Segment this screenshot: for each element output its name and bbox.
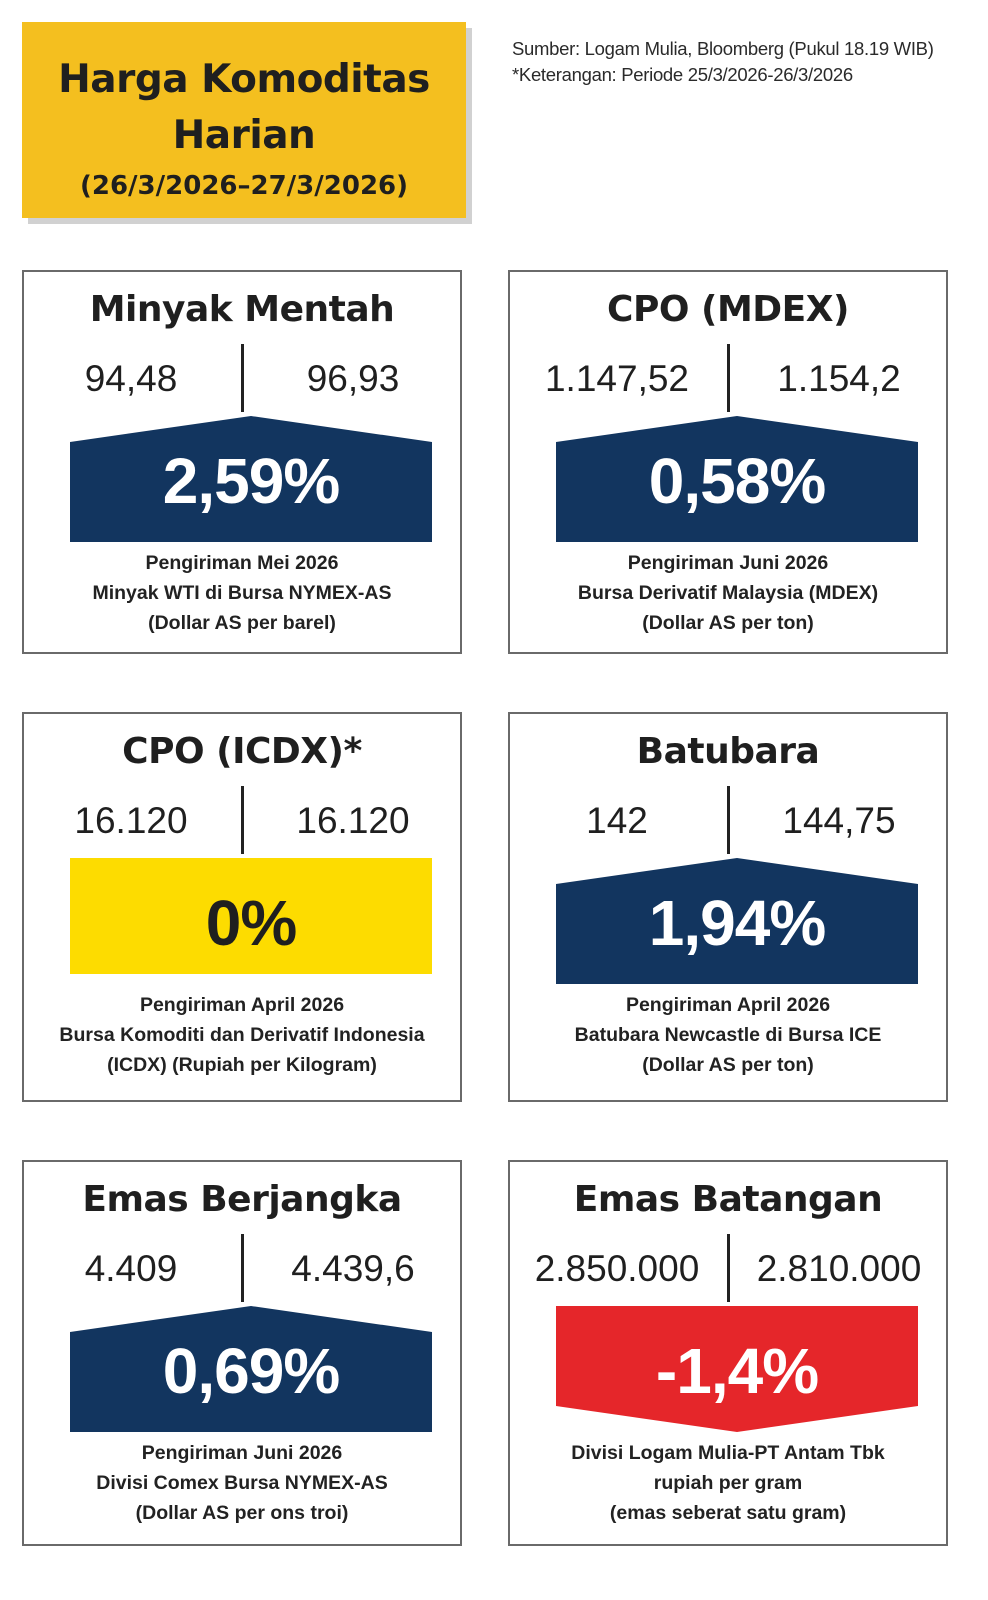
current-price: 96,93 [306,358,400,399]
previous-price: 142 [586,800,648,841]
description-line-2: Bursa Derivatif Malaysia (MDEX) [577,582,879,604]
current-price: 4.439,6 [291,1248,415,1289]
change-badge: 1,94% [556,858,918,984]
current-price: 144,75 [782,800,896,841]
previous-price: 1.147,52 [544,358,690,399]
description-line-3: (Dollar AS per ons troi) [135,1502,349,1524]
title-period: (26/3/2026–27/3/2026) [79,171,409,201]
current-price: 16.120 [296,800,410,841]
source-notes: Sumber: Logam Mulia, Bloomberg (Pukul 18… [512,36,972,88]
price-divider [241,786,244,854]
description-line-1: Pengiriman Juni 2026 [627,552,829,574]
trend-flat-shape [70,858,432,974]
card-description: Divisi Logam Mulia-PT Antam Tbk rupiah p… [518,1438,938,1528]
card-description: Pengiriman April 2026 Bursa Komoditi dan… [32,990,452,1080]
commodity-card-cpo-icdx: CPO (ICDX)* 16.120 16.120 0% Pengiriman … [22,712,462,1102]
card-title: Minyak Mentah [89,289,395,330]
description-line-2: Batubara Newcastle di Bursa ICE [574,1024,882,1046]
title-line-1: Harga Komoditas [58,57,430,102]
previous-price: 94,48 [84,358,178,399]
source-text: Sumber: Logam Mulia, Bloomberg (Pukul 18… [512,38,934,59]
change-badge: 2,59% [70,416,432,542]
description-line-2: Divisi Comex Bursa NYMEX-AS [96,1472,388,1494]
trend-down-shape [556,1306,918,1432]
card-description: Pengiriman Mei 2026 Minyak WTI di Bursa … [32,548,452,638]
description-line-2: rupiah per gram [653,1472,803,1494]
card-description: Pengiriman April 2026 Batubara Newcastle… [518,990,938,1080]
description-line-2: Bursa Komoditi dan Derivatif Indonesia [59,1024,425,1046]
current-price: 2.810.000 [756,1248,922,1289]
previous-price: 2.850.000 [534,1248,700,1289]
card-title: CPO (MDEX) [607,289,849,330]
trend-up-shape [70,416,432,542]
commodity-card-batubara: Batubara 142 144,75 1,94% Pengiriman Apr… [508,712,948,1102]
current-price: 1.154,2 [777,358,901,399]
price-divider [727,344,730,412]
change-percent: 0,58% [648,445,826,517]
change-badge: 0% [70,858,432,984]
description-line-3: (ICDX) (Rupiah per Kilogram) [107,1054,377,1076]
change-percent: 0,69% [162,1335,340,1407]
note-text: *Keterangan: Periode 25/3/2026-26/3/2026 [512,64,853,85]
description-line-1: Divisi Logam Mulia-PT Antam Tbk [571,1442,885,1464]
change-badge: 0,58% [556,416,918,542]
card-title: CPO (ICDX)* [122,731,362,772]
trend-up-shape [556,416,918,542]
card-title: Emas Berjangka [82,1179,402,1220]
card-title: Emas Batangan [573,1179,883,1220]
change-percent: 2,59% [162,445,340,517]
card-title: Batubara [636,731,820,772]
trend-up-shape [556,858,918,984]
description-line-3: (Dollar AS per ton) [642,1054,814,1076]
description-line-1: Pengiriman Mei 2026 [145,552,339,574]
previous-price: 16.120 [74,800,188,841]
commodity-card-cpo-mdex: CPO (MDEX) 1.147,52 1.154,2 0,58% Pengir… [508,270,948,654]
card-description: Pengiriman Juni 2026 Divisi Comex Bursa … [32,1438,452,1528]
trend-up-shape [70,1306,432,1432]
change-percent: 1,94% [648,887,826,959]
change-percent: 0% [205,887,298,959]
description-line-1: Pengiriman April 2026 [625,994,831,1016]
title-panel: Harga Komoditas Harian (26/3/2026–27/3/2… [22,22,466,218]
change-percent: -1,4% [655,1335,819,1407]
price-divider [241,344,244,412]
title-line-2: Harian [172,113,316,158]
commodity-card-emas-berjangka: Emas Berjangka 4.409 4.439,6 0,69% Pengi… [22,1160,462,1546]
description-line-1: Pengiriman April 2026 [139,994,345,1016]
commodity-card-minyak-mentah: Minyak Mentah 94,48 96,93 2,59% Pengirim… [22,270,462,654]
commodity-card-emas-batangan: Emas Batangan 2.850.000 2.810.000 -1,4% … [508,1160,948,1546]
previous-price: 4.409 [84,1248,178,1289]
price-divider [727,1234,730,1302]
description-line-3: (Dollar AS per ton) [642,612,814,634]
change-badge: -1,4% [556,1306,918,1432]
price-divider [241,1234,244,1302]
description-line-2: Minyak WTI di Bursa NYMEX-AS [92,582,392,604]
description-line-1: Pengiriman Juni 2026 [141,1442,343,1464]
description-line-3: (emas seberat satu gram) [609,1502,847,1524]
change-badge: 0,69% [70,1306,432,1432]
card-description: Pengiriman Juni 2026 Bursa Derivatif Mal… [518,548,938,638]
page-title: Harga Komoditas Harian [22,52,466,164]
price-divider [727,786,730,854]
description-line-3: (Dollar AS per barel) [148,612,336,634]
